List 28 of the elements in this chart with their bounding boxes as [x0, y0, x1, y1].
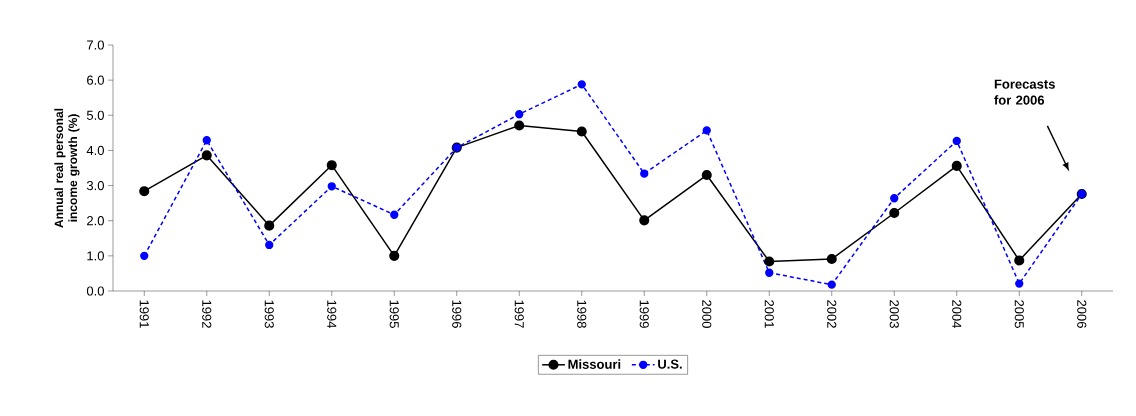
x-tick-label: 1997 — [514, 300, 524, 328]
x-tick-label: 1991 — [139, 300, 149, 328]
y-tick-label: 3.0 — [86, 180, 104, 191]
y-tick-label: 4.0 — [86, 145, 104, 156]
x-tick-label: 1993 — [264, 300, 274, 328]
x-tick-label: 2005 — [1014, 300, 1024, 328]
x-tick-label: 1992 — [202, 300, 212, 328]
x-tick-label: 2001 — [764, 300, 774, 328]
x-tick-label: 2000 — [702, 300, 712, 328]
x-tick-label: 2002 — [827, 300, 837, 328]
x-tick-label: 2006 — [1077, 300, 1087, 328]
y-axis-title: Annual real personal income growth (%) — [54, 108, 80, 228]
x-tick-label: 1995 — [389, 300, 399, 328]
x-tick-label: 1996 — [452, 300, 462, 328]
x-tick-label: 1998 — [577, 300, 587, 328]
legend-label: U.S. — [658, 359, 682, 369]
y-tick-label: 0.0 — [86, 286, 104, 296]
y-tick-label: 1.0 — [87, 251, 104, 261]
y-tick-label: 2.0 — [87, 216, 104, 226]
annotation: Forecasts for 2006 — [994, 79, 1055, 105]
y-tick-label: 6.0 — [87, 75, 104, 85]
x-tick-label: 2003 — [889, 300, 899, 328]
x-tick-label: 2004 — [952, 300, 962, 329]
x-tick-label: 1994 — [327, 300, 337, 329]
y-tick-label: 7.0 — [87, 40, 104, 50]
legend-label: Missouri — [568, 359, 621, 369]
y-tick-label: 5.0 — [86, 110, 104, 120]
x-tick-label: 1999 — [639, 300, 649, 328]
